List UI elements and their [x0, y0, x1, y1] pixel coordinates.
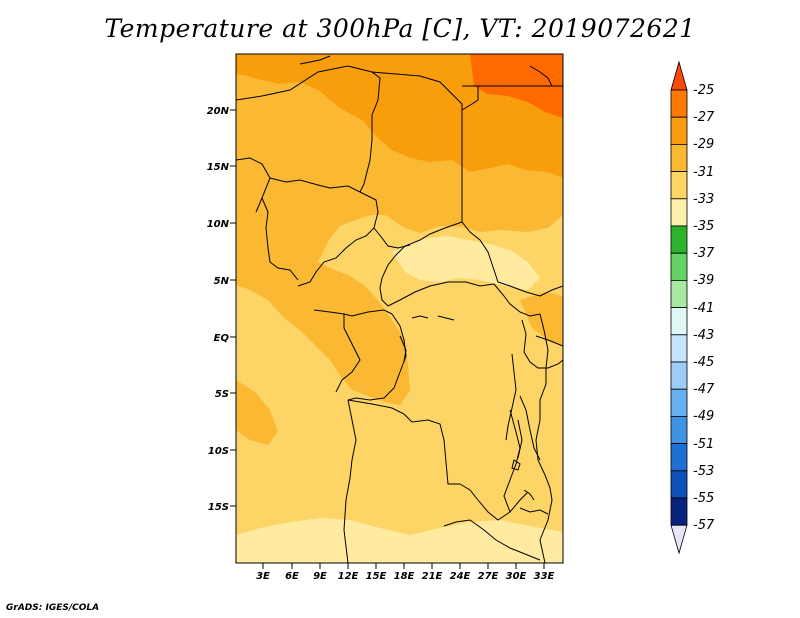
- lon-label-21e: 21E: [422, 571, 443, 582]
- field-minus33-35-north: [392, 236, 540, 290]
- temperature-field: [236, 54, 563, 563]
- grads-credit: GrADS: IGES/COLA: [6, 603, 100, 613]
- colorbar-label-10: -43: [693, 328, 714, 343]
- colorbar-swatch-4: [670, 171, 688, 200]
- colorbar-swatch-12: [670, 388, 688, 417]
- lat-label-5s: 5S: [215, 389, 229, 400]
- colorbar-swatch-13: [670, 415, 688, 444]
- colorbar-swatch-8: [670, 279, 688, 308]
- lon-label-12e: 12E: [338, 571, 359, 582]
- lon-ticks: [262, 563, 545, 569]
- colorbar-label-12: -47: [693, 382, 715, 397]
- colorbar-swatch-16: [670, 497, 688, 526]
- colorbar-swatch-9: [670, 307, 688, 336]
- colorbar: -25 -27 -29 -31 -33 -35 -37 -39 -41 -43 …: [670, 60, 715, 555]
- colorbar-label-9: -41: [693, 301, 714, 316]
- colorbar-top-triangle: [670, 60, 688, 91]
- colorbar-swatch-2: [670, 116, 688, 145]
- colorbar-swatch-15: [670, 470, 688, 499]
- colorbar-swatch-14: [670, 443, 688, 472]
- colorbar-label-2: -27: [693, 110, 715, 125]
- colorbar-label-8: -39: [693, 273, 714, 288]
- lat-label-20n: 20N: [207, 106, 230, 117]
- colorbar-label-1: -25: [693, 83, 714, 98]
- colorbar-label-4: -31: [693, 165, 714, 180]
- lat-label-15s: 15S: [208, 502, 229, 513]
- colorbar-swatch-11: [670, 361, 688, 390]
- lat-labels: 20N 15N 10N 5N EQ 5S 10S 15S: [207, 106, 230, 513]
- lon-label-33e: 33E: [534, 571, 555, 582]
- lon-label-18e: 18E: [394, 571, 415, 582]
- lon-labels: 3E 6E 9E 12E 15E 18E 21E 24E 27E 30E 33E: [256, 571, 554, 582]
- colorbar-swatch-5: [670, 198, 688, 227]
- colorbar-swatch-3: [670, 143, 688, 172]
- colorbar-label-14: -51: [693, 437, 714, 452]
- colorbar-label-11: -45: [693, 355, 714, 370]
- colorbar-label-15: -53: [693, 464, 714, 479]
- lat-label-15n: 15N: [207, 162, 230, 173]
- lat-ticks: [230, 109, 236, 507]
- colorbar-swatch-1: [670, 89, 688, 118]
- country-borders: [236, 55, 563, 563]
- field-minus33-35-south: [236, 518, 563, 563]
- lon-label-24e: 24E: [450, 571, 471, 582]
- colorbar-label-5: -33: [693, 192, 714, 207]
- lon-label-15e: 15E: [366, 571, 387, 582]
- colorbar-bottom-triangle: [670, 524, 688, 555]
- colorbar-label-6: -35: [693, 219, 714, 234]
- field-minus29-31-sw: [236, 380, 278, 445]
- map-title: Temperature at 300hPa [C], VT: 201907262…: [104, 14, 696, 43]
- colorbar-label-3: -29: [693, 137, 714, 152]
- colorbar-label-16: -55: [693, 491, 714, 506]
- lon-label-6e: 6E: [285, 571, 299, 582]
- lat-label-eq: EQ: [214, 333, 230, 344]
- colorbar-swatch-10: [670, 334, 688, 363]
- colorbar-swatch-6: [670, 225, 688, 254]
- lon-label-9e: 9E: [313, 571, 327, 582]
- lat-label-10n: 10N: [207, 219, 230, 230]
- lon-label-3e: 3E: [256, 571, 270, 582]
- colorbar-swatch-7: [670, 252, 688, 281]
- map-frame: [235, 53, 564, 564]
- colorbar-label-7: -37: [693, 246, 715, 261]
- lat-label-5n: 5N: [214, 276, 230, 287]
- lon-label-27e: 27E: [478, 571, 499, 582]
- lat-label-10s: 10S: [208, 446, 229, 457]
- colorbar-label-17: -57: [693, 518, 715, 533]
- colorbar-label-13: -49: [693, 409, 714, 424]
- lon-label-30e: 30E: [506, 571, 527, 582]
